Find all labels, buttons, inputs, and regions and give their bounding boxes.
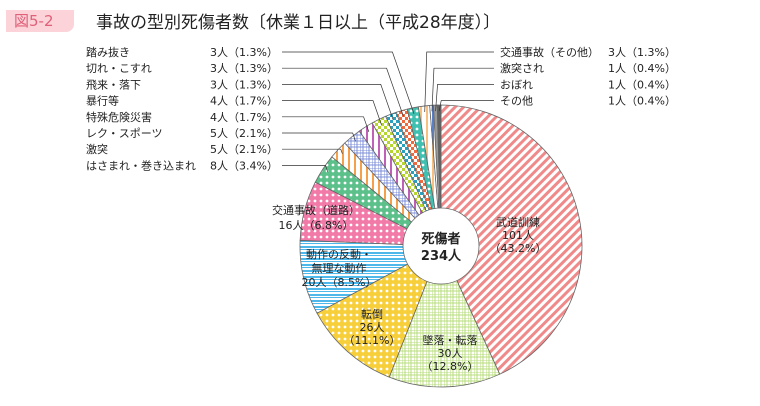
legend-name: レク・スポーツ (86, 127, 163, 140)
figure-badge: 図5-2 (6, 10, 74, 32)
leader-line (282, 132, 356, 142)
slice-label-name: 交通事故（道路） (272, 203, 360, 217)
leader-line (282, 84, 394, 120)
slice-label-name: 墜落・転落 (423, 333, 478, 347)
leader-line (431, 67, 494, 112)
leader-line (282, 116, 370, 133)
legend-name: 暴行等 (86, 94, 119, 108)
slice-1 (388, 244, 501, 388)
legend-name: その他 (500, 95, 533, 108)
legend-name: 踏み抜き (86, 45, 130, 59)
leader-line (282, 100, 382, 125)
slice-label-name-cont: 無理な動作 (312, 261, 367, 275)
legend-value: 1人（0.4%） (608, 62, 676, 75)
slice-label-name: 武道訓練 (496, 215, 540, 229)
legend-name: おぼれ (500, 78, 533, 91)
legend-value: 3人（1.3%） (210, 46, 278, 59)
slice-label-name: 転倒 (361, 308, 383, 321)
legend-name: 飛来・落下 (86, 78, 141, 91)
legend-value: 8人（3.4%） (210, 159, 278, 172)
slice-0 (440, 104, 583, 375)
legend-name: 激突され (500, 61, 544, 75)
legend-value: 1人（0.4%） (608, 78, 676, 91)
legend-name: はさまれ・巻き込まれ (86, 159, 196, 172)
legend-value: 3人（1.3%） (608, 46, 676, 59)
legend-name: 交通事故（その他） (500, 45, 599, 59)
leader-line (282, 165, 329, 173)
figure-title: 事故の型別死傷者数〔休業１日以上（平成28年度）〕 (96, 13, 501, 33)
leader-line (282, 148, 343, 154)
center-label: 死傷者 (421, 231, 460, 247)
legend-value: 4人（1.7%） (210, 111, 278, 124)
legend-value: 3人（1.3%） (210, 78, 278, 91)
legend-value: 5人（2.1%） (210, 127, 278, 140)
slice-label-name: 動作の反動・ (306, 247, 372, 261)
legend-value: 5人（2.1%） (210, 143, 278, 156)
center-total: 234人 (421, 248, 462, 264)
slice-label-value: 101人 (502, 229, 534, 242)
leader-line (438, 100, 494, 112)
leader-line (424, 51, 494, 112)
legend-value: 1人（0.4%） (608, 95, 676, 108)
slice-2 (316, 245, 442, 378)
legend-name: 特殊危険災害 (86, 110, 152, 124)
legend-value: 3人（1.3%） (210, 62, 278, 75)
legend-name: 切れ・こすれ (86, 62, 152, 75)
leader-line (435, 84, 494, 112)
legend-name: 激突 (86, 142, 108, 156)
slice-label-value: 16人（6.8%） (279, 219, 354, 232)
slice-label-percent: （12.8%） (422, 360, 479, 373)
legend-value: 4人（1.7%） (210, 95, 278, 108)
slice-label-value: 30人 (438, 347, 463, 360)
leader-line (282, 67, 404, 117)
slice-label-value: 26人 (360, 321, 385, 334)
slice-label-value: 20人（8.5%） (302, 276, 377, 289)
slice-label-percent: （43.2%） (490, 242, 547, 255)
donut-hole (402, 207, 480, 285)
slice-label-percent: （11.1%） (344, 334, 401, 347)
leader-line (282, 51, 415, 114)
